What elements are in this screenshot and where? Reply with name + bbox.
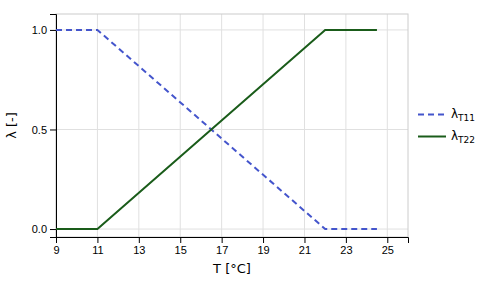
grid-line-x	[221, 14, 222, 237]
series-line	[56, 30, 377, 229]
tick-label: 25	[382, 244, 394, 256]
tick: 23	[340, 237, 352, 256]
plot: 9 11 13 15 17 19 21 23 25 0.0 0.5 1.0	[32, 14, 409, 256]
tick: 0.0	[32, 223, 56, 235]
axis-line	[57, 238, 409, 244]
tick-mark	[263, 237, 264, 243]
legend-swatch	[418, 136, 446, 138]
tick: 1.0	[32, 24, 56, 36]
legend-label: λT11	[451, 107, 475, 123]
tick-label: 23	[340, 244, 352, 256]
tick-mark	[304, 237, 305, 243]
legend-swatch	[418, 114, 446, 116]
grid-line-x	[138, 14, 139, 237]
tick: 0.5	[32, 124, 56, 136]
tick: 17	[216, 237, 228, 256]
plot-frame	[56, 14, 408, 237]
tick-label: 0.5	[32, 124, 47, 136]
legend: λT11 λT22	[418, 107, 475, 145]
y-axis: 0.0 0.5 1.0	[32, 15, 57, 238]
tick-label: 21	[299, 244, 311, 256]
tick-label: 1.0	[32, 24, 47, 36]
grid-line-x	[180, 14, 181, 237]
grid	[56, 14, 408, 237]
tick-mark	[139, 237, 140, 243]
tick-label: 19	[257, 244, 269, 256]
legend-item: λT22	[418, 129, 475, 145]
x-axis-title: T [°C]	[212, 261, 251, 276]
tick: 21	[299, 237, 311, 256]
tick-mark	[97, 237, 98, 243]
tick: 9	[53, 237, 59, 256]
chart: 9 11 13 15 17 19 21 23 25 0.0 0.5 1.0 T [°C] λ [-] λT1…	[0, 0, 500, 281]
tick-mark	[50, 129, 56, 130]
tick-label: 11	[92, 244, 103, 256]
grid-line-x	[97, 14, 98, 237]
axis-line	[50, 15, 57, 238]
tick-mark	[387, 237, 388, 243]
series-line	[56, 30, 377, 229]
tick: 19	[257, 237, 269, 256]
grid-line-y	[56, 129, 408, 130]
tick-label: 17	[216, 244, 228, 256]
tick-mark	[50, 229, 56, 230]
lines	[56, 30, 377, 229]
tick: 15	[175, 237, 187, 256]
legend-item: λT11	[418, 107, 475, 123]
tick-label: 0.0	[32, 223, 47, 235]
grid-line-x	[345, 14, 346, 237]
tick-label: 15	[175, 244, 187, 256]
tick-mark	[346, 237, 347, 243]
legend-label: λT22	[451, 129, 475, 145]
tick-mark	[180, 237, 181, 243]
grid-line-x	[263, 14, 264, 237]
grid-line-x	[387, 14, 388, 237]
tick-mark	[50, 30, 56, 31]
tick-label: 9	[53, 244, 59, 256]
x-axis: 9 11 13 15 17 19 21 23 25	[53, 237, 408, 256]
y-axis-title: λ [-]	[4, 112, 19, 139]
tick: 13	[133, 237, 145, 256]
tick-mark	[222, 237, 223, 243]
tick-label: 13	[133, 244, 145, 256]
tick: 25	[382, 237, 394, 256]
tick: 11	[92, 237, 103, 256]
